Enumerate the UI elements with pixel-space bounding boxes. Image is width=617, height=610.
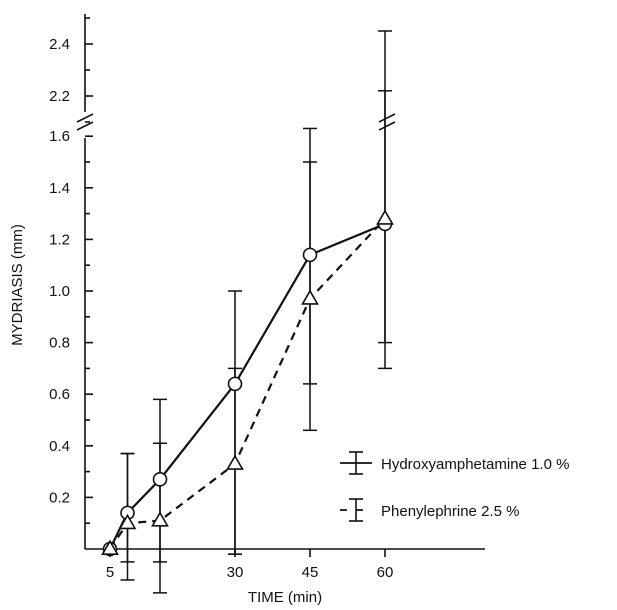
data-point-phenylephrine-2-5	[301, 289, 319, 305]
data-point-phenylephrine-2-5	[118, 513, 137, 530]
legend-symbol-hydroxyamphetamine	[340, 451, 372, 475]
legend-label-hydroxyamphetamine: Hydroxyamphetamine 1.0 %	[381, 456, 569, 473]
x-axis-title: TIME (min)	[248, 589, 322, 606]
y-tick-label: 2.4	[49, 36, 70, 53]
legend-label-phenylephrine: Phenylephrine 2.5 %	[381, 503, 519, 520]
y-axis-title: MYDRIASIS (mm)	[9, 224, 26, 346]
series-line-hydroxyamphetamine-1-0	[109, 222, 386, 550]
y-axis-break-mark-2	[76, 121, 94, 131]
y-tick-label: 0.2	[49, 489, 70, 506]
x60-break-mark-1	[378, 113, 396, 123]
y-tick-label: 1.6	[49, 128, 70, 145]
x60-break-mark-2	[378, 121, 396, 131]
y-tick-label: 1.4	[49, 180, 70, 197]
x-tick-label: 5	[106, 564, 114, 581]
ticks-layer: 0.2 0.4 0.6 0.8 1.0 1.2 1.4 1.6 2.2 2.4 5 30 45 60	[49, 17, 394, 581]
y-tick-label: 0.6	[49, 386, 70, 403]
y-tick-label: 1.0	[49, 283, 70, 300]
y-tick-label: 0.8	[49, 335, 70, 352]
data-point-phenylephrine-2-5	[226, 454, 244, 470]
data-point-hydroxyamphetamine-1-0	[302, 247, 318, 263]
y-tick-label: 1.2	[49, 231, 70, 248]
x-tick-label: 30	[227, 564, 244, 581]
series-line-phenylephrine-2-5	[109, 218, 386, 550]
legend: Hydroxyamphetamine 1.0 % Phenylephrine 2…	[340, 451, 569, 522]
data-point-hydroxyamphetamine-1-0	[152, 472, 168, 487]
data-point-phenylephrine-2-5	[376, 209, 394, 225]
data-point-phenylephrine-2-5	[151, 511, 169, 527]
x-tick-label: 45	[302, 564, 319, 581]
y-axis-break-mark-1	[76, 113, 94, 123]
legend-symbol-phenylephrine	[340, 498, 372, 522]
data-point-phenylephrine-2-5	[101, 539, 119, 556]
data-point-hydroxyamphetamine-1-0	[227, 376, 243, 392]
y-tick-label: 0.4	[49, 438, 70, 455]
series-layer	[101, 30, 394, 594]
x-tick-label: 60	[377, 564, 394, 581]
y-tick-label: 2.2	[49, 88, 70, 105]
